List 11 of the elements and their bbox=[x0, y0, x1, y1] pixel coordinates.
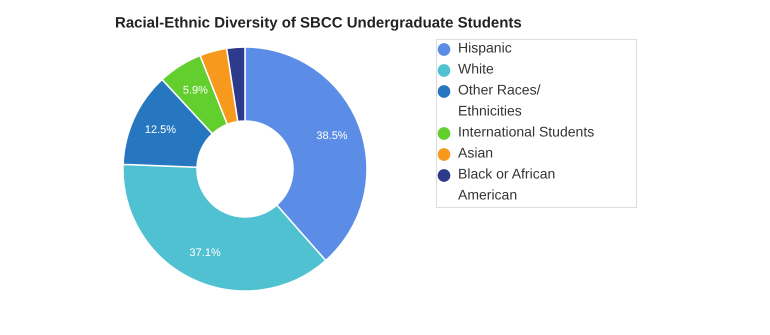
legend-label: Other Races/ Ethnicities bbox=[458, 82, 541, 118]
chart-title: Racial-Ethnic Diversity of SBCC Undergraduate Students bbox=[115, 14, 522, 32]
data-label: 12.5% bbox=[144, 124, 176, 136]
data-label: 5.9% bbox=[182, 84, 208, 96]
legend-label: Hispanic bbox=[458, 40, 512, 56]
legend-label: International Students bbox=[458, 124, 594, 140]
legend-label: Black or African American bbox=[458, 166, 556, 202]
data-label: 37.1% bbox=[190, 247, 221, 260]
legend-label: White bbox=[458, 60, 494, 76]
data-label: 38.5% bbox=[316, 130, 348, 142]
legend-label: Asian bbox=[458, 144, 494, 160]
